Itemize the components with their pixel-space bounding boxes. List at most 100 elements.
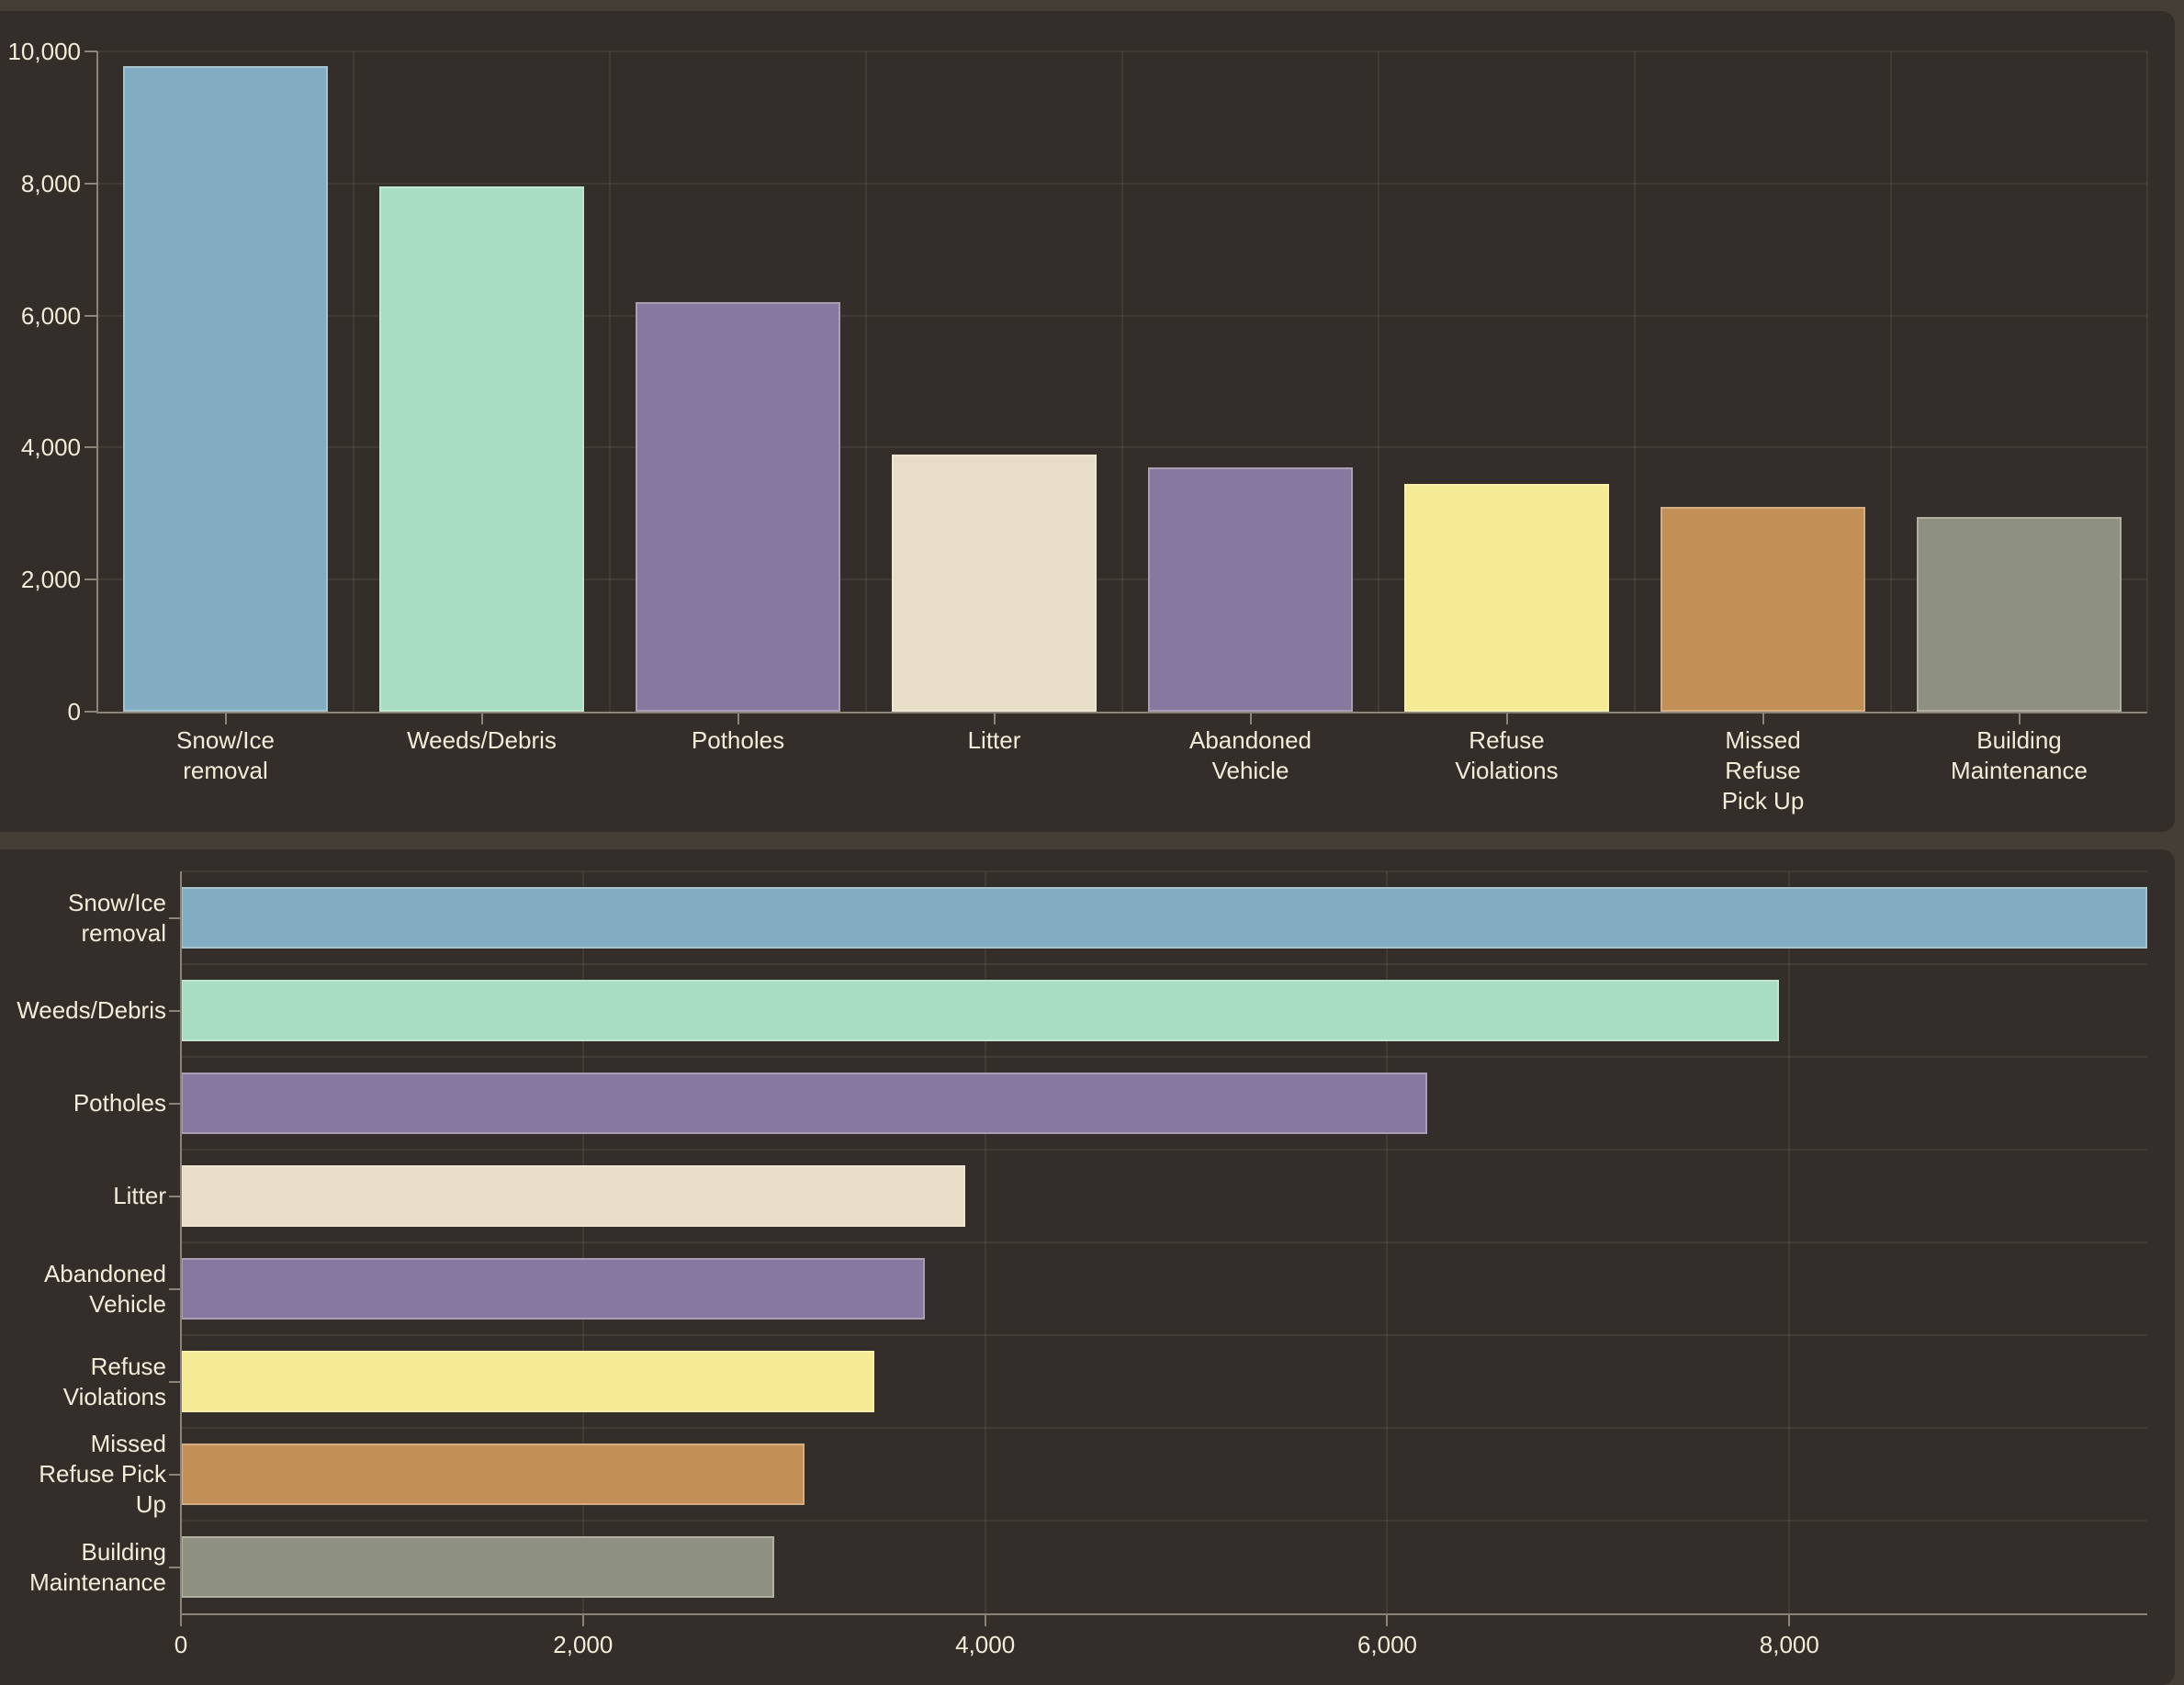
category-label: Litter <box>0 1181 166 1211</box>
bar-weeds-debris[interactable] <box>379 186 584 712</box>
y-tick-label: 10,000 <box>7 38 81 65</box>
category-label: Building Maintenance <box>0 1537 166 1598</box>
y-axis-tick <box>84 579 97 581</box>
category-label-line: Litter <box>113 1182 166 1209</box>
gridline <box>865 51 867 712</box>
category-label: Snow/Ice removal <box>97 725 354 786</box>
y-axis-line <box>96 51 98 713</box>
category-label: Weeds/Debris <box>354 725 610 756</box>
gridline <box>581 871 584 1613</box>
x-tick-label: 8,000 <box>1759 1631 1819 1658</box>
y-axis-tick <box>84 182 97 185</box>
x-category-tick <box>1249 713 1252 725</box>
category-label-line: Refuse <box>1469 726 1545 754</box>
y-category-tick <box>169 1195 180 1197</box>
category-label: Refuse Violations <box>0 1352 166 1412</box>
x-axis-tick <box>180 1615 182 1626</box>
x-category-tick <box>1505 713 1508 725</box>
y-category-tick <box>169 1287 180 1290</box>
y-category-tick <box>169 1009 180 1012</box>
vertical-bar-chart-panel: 0 2,000 4,000 6,000 8,000 10,000 Snow/Ice remov… <box>0 11 2175 832</box>
x-tick-label: 6,000 <box>1357 1631 1418 1658</box>
y-tick-label: 4,000 <box>20 433 81 462</box>
category-label-line: Refuse <box>90 1353 166 1380</box>
bar-potholes[interactable] <box>181 1073 1427 1134</box>
gridline <box>1121 51 1123 712</box>
gridline <box>609 51 611 712</box>
category-label: Missed Refuse Pick Up <box>1635 725 1891 816</box>
x-axis-tick <box>984 1615 986 1626</box>
horizontal-bar-chart-panel: 0 2,000 4,000 6,000 8,000 Snow/Ice removal Weed… <box>0 849 2175 1685</box>
bar-refuse-violations[interactable] <box>181 1351 874 1412</box>
gridline <box>181 1334 2147 1336</box>
x-category-tick <box>480 713 483 725</box>
category-label-line: Abandoned <box>1188 726 1312 754</box>
x-axis-tick <box>581 1615 584 1626</box>
bar-snow-ice-removal[interactable] <box>123 66 328 712</box>
x-axis-tick <box>1788 1615 1791 1626</box>
category-label-line: Weeds/Debris <box>17 996 166 1024</box>
gridline <box>181 1241 2147 1243</box>
category-label: Abandoned Vehicle <box>0 1259 166 1320</box>
category-label-line: Vehicle <box>89 1290 166 1318</box>
bar-building-maintenance[interactable] <box>181 1536 774 1598</box>
y-category-tick <box>169 1380 180 1383</box>
gridline <box>97 446 2147 449</box>
category-label-line: Potholes <box>73 1089 166 1117</box>
y-axis-line <box>180 871 182 1615</box>
x-category-tick <box>2018 713 2021 725</box>
bar-building-maintenance[interactable] <box>1917 517 2122 712</box>
y-tick-label: 2,000 <box>20 566 81 594</box>
y-category-tick <box>169 1102 180 1105</box>
y-axis-tick <box>84 314 97 317</box>
y-axis-tick <box>84 51 97 52</box>
category-label-line: Weeds/Debris <box>407 726 557 754</box>
category-label-line: Maintenance <box>29 1568 166 1596</box>
category-label: Snow/Ice removal <box>0 888 166 949</box>
category-label-line: Maintenance <box>1951 757 2088 784</box>
gridline <box>353 51 355 712</box>
category-label-line: removal <box>183 757 268 784</box>
y-tick-label: 8,000 <box>20 169 81 197</box>
y-axis-tick <box>84 446 97 449</box>
bar-potholes[interactable] <box>636 302 840 712</box>
bar-missed-refuse-pick-up[interactable] <box>181 1443 805 1505</box>
category-label-line: Vehicle <box>1211 757 1289 784</box>
category-label-line: Refuse Pick <box>39 1460 166 1488</box>
category-label-line: Abandoned <box>43 1260 166 1287</box>
y-category-tick <box>169 1473 180 1476</box>
category-label: Missed Refuse Pick Up <box>0 1429 166 1520</box>
bar-weeds-debris[interactable] <box>181 980 1779 1041</box>
gridline <box>984 871 986 1613</box>
x-category-tick <box>737 713 739 725</box>
gridline <box>2146 51 2148 712</box>
gridline <box>97 579 2147 581</box>
y-tick-label: 0 <box>67 698 81 725</box>
category-label-line: Potholes <box>691 726 785 754</box>
y-axis-tick <box>84 711 97 713</box>
gridline <box>181 1520 2147 1522</box>
x-axis-line <box>96 712 2147 713</box>
gridline <box>181 963 2147 965</box>
category-label: Building Maintenance <box>1891 725 2147 786</box>
x-tick-label: 4,000 <box>955 1631 1016 1658</box>
gridline <box>1788 871 1791 1613</box>
category-label: Weeds/Debris <box>0 995 166 1026</box>
category-label-line: Snow/Ice <box>68 889 166 916</box>
bar-litter[interactable] <box>181 1165 965 1227</box>
category-label-line: Snow/Ice <box>176 726 275 754</box>
bar-abandoned-vehicle[interactable] <box>181 1258 925 1320</box>
bar-litter[interactable] <box>892 455 1097 712</box>
category-label-line: Building <box>1976 726 2062 754</box>
bar-abandoned-vehicle[interactable] <box>1148 467 1353 712</box>
bar-missed-refuse-pick-up[interactable] <box>1661 507 1865 712</box>
category-label-line: Missed <box>90 1430 166 1457</box>
category-label: Refuse Violations <box>1379 725 1635 786</box>
gridline <box>181 1427 2147 1429</box>
bar-snow-ice-removal[interactable] <box>181 887 2147 949</box>
y-tick-label: 6,000 <box>20 301 81 330</box>
x-category-tick <box>993 713 996 725</box>
bar-refuse-violations[interactable] <box>1404 484 1609 712</box>
gridline <box>97 314 2147 317</box>
